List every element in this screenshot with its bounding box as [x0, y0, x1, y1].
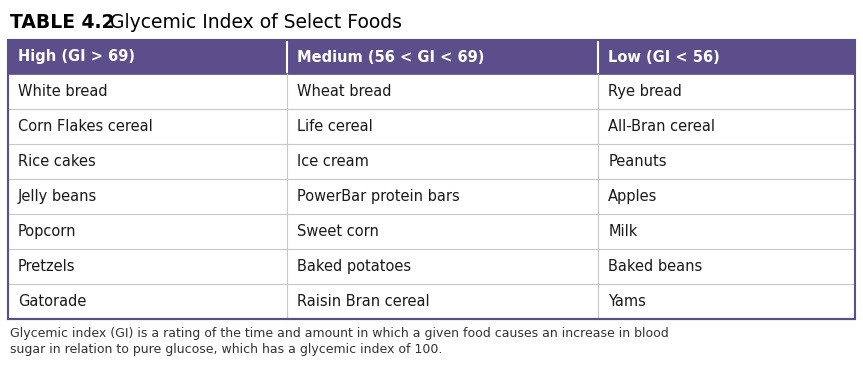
Text: White bread: White bread	[18, 84, 108, 99]
Text: sugar in relation to pure glucose, which has a glycemic index of 100.: sugar in relation to pure glucose, which…	[10, 343, 443, 356]
Text: Corn Flakes cereal: Corn Flakes cereal	[18, 119, 153, 134]
Text: Wheat bread: Wheat bread	[297, 84, 391, 99]
Text: Sweet corn: Sweet corn	[297, 224, 379, 239]
Text: Apples: Apples	[608, 189, 658, 204]
Text: Gatorade: Gatorade	[18, 294, 86, 309]
Text: Yams: Yams	[608, 294, 646, 309]
Text: Ice cream: Ice cream	[297, 154, 369, 169]
Text: Baked beans: Baked beans	[608, 259, 702, 274]
Text: Peanuts: Peanuts	[608, 154, 667, 169]
Bar	[8, 40, 855, 319]
Text: Baked potatoes: Baked potatoes	[297, 259, 411, 274]
Text: All-Bran cereal: All-Bran cereal	[608, 119, 715, 134]
Text: Glycemic Index of Select Foods: Glycemic Index of Select Foods	[86, 13, 402, 33]
Text: Medium (56 < GI < 69): Medium (56 < GI < 69)	[297, 49, 484, 65]
Text: Popcorn: Popcorn	[18, 224, 77, 239]
Text: Low (GI < 56): Low (GI < 56)	[608, 49, 720, 65]
Bar	[8, 40, 855, 74]
Text: Jelly beans: Jelly beans	[18, 189, 98, 204]
Text: TABLE 4.2: TABLE 4.2	[10, 13, 115, 33]
Text: PowerBar protein bars: PowerBar protein bars	[297, 189, 459, 204]
Text: Rye bread: Rye bread	[608, 84, 683, 99]
Text: Glycemic index (GI) is a rating of the time and amount in which a given food cau: Glycemic index (GI) is a rating of the t…	[10, 327, 669, 340]
Text: Raisin Bran cereal: Raisin Bran cereal	[297, 294, 429, 309]
Text: High (GI > 69): High (GI > 69)	[18, 49, 135, 65]
Text: Life cereal: Life cereal	[297, 119, 373, 134]
Text: Rice cakes: Rice cakes	[18, 154, 96, 169]
Text: Milk: Milk	[608, 224, 638, 239]
Text: Pretzels: Pretzels	[18, 259, 75, 274]
